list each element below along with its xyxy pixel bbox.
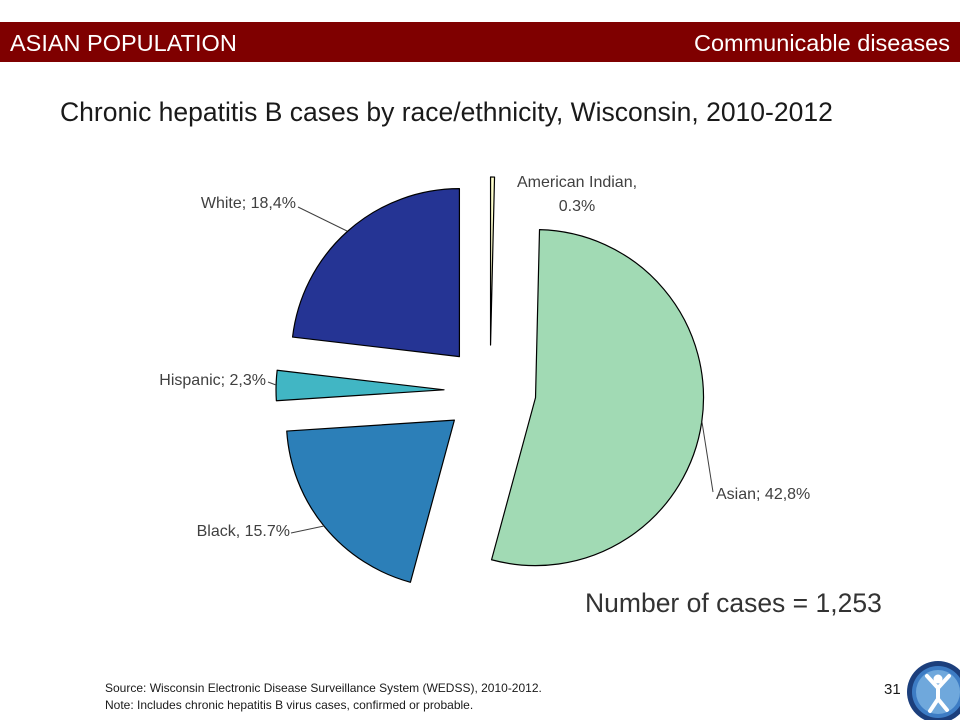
slice-label-black: Black, 15.7% <box>197 523 290 540</box>
page-number: 31 <box>884 681 901 698</box>
leader-line-black <box>290 525 325 534</box>
leader-lines <box>267 206 714 534</box>
pie-slice-american-indian <box>489 176 496 346</box>
slice-label-white: White; 18,4% <box>201 195 296 212</box>
person-figure-icon <box>925 674 951 713</box>
footnote: Note: Includes chronic hepatitis B virus… <box>105 698 474 712</box>
leader-line-asian <box>701 421 714 493</box>
leader-line-white <box>297 206 348 232</box>
source-note: Source: Wisconsin Electronic Disease Sur… <box>105 681 542 695</box>
slice-label-hispanic: Hispanic; 2,3% <box>159 372 266 389</box>
pie-slices <box>275 176 705 583</box>
pie-slice-black <box>286 419 455 583</box>
pie-slice-asian <box>490 229 705 567</box>
topic-label: Communicable diseases <box>693 30 950 56</box>
header-bar: ASIAN POPULATION Communicable diseases <box>0 22 960 62</box>
case-count-annotation: Number of cases = 1,253 <box>585 588 882 618</box>
slice-label-american-indian-value: 0.3% <box>559 198 595 215</box>
section-label: ASIAN POPULATION <box>10 30 237 56</box>
slice-label-american-indian: American Indian, <box>517 174 637 191</box>
chart-title: Chronic hepatitis B cases by race/ethnic… <box>60 97 833 127</box>
slice-label-asian: Asian; 42,8% <box>716 486 810 503</box>
pie-chart: American Indian, 0.3% Asian; 42,8% Black… <box>159 174 810 583</box>
agency-logo <box>907 661 960 720</box>
pie-slice-hispanic <box>275 369 445 402</box>
leader-line-hispanic <box>267 381 277 386</box>
pie-slice-white <box>291 188 461 358</box>
